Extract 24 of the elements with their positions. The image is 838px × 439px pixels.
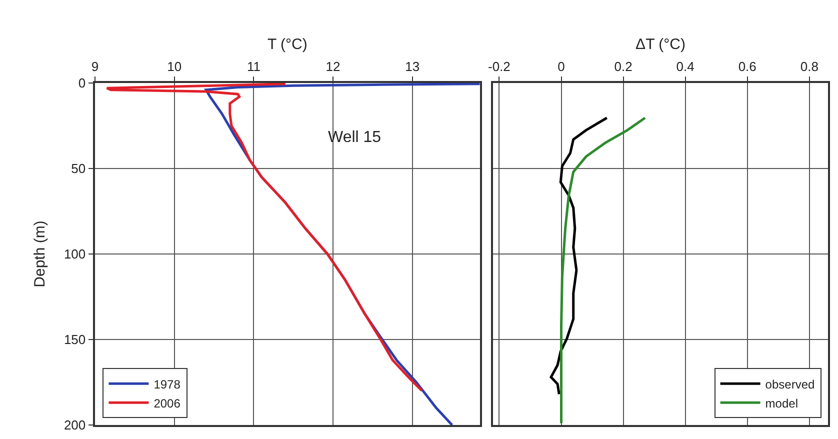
x-tick-label: 11 [246, 59, 260, 74]
x-tick-label: -0.2 [488, 59, 510, 74]
y-tick-label: 150 [64, 332, 86, 348]
x-tick-label: 0 [558, 59, 565, 74]
y-tick-label: 100 [64, 246, 86, 262]
x-tick-label: 10 [167, 59, 182, 74]
legend-label: 1978 [154, 377, 181, 392]
legend-label: 2006 [154, 396, 181, 410]
x-tick-label: 0.4 [676, 59, 694, 74]
x-axis-title: T (°C) [267, 36, 308, 53]
x-tick-label: 0.2 [614, 59, 632, 74]
x-tick-label: 13 [405, 59, 420, 74]
y-tick-label: 200 [64, 418, 86, 433]
legend-label: observed [765, 377, 815, 392]
y-tick-label: 50 [71, 161, 86, 176]
y-tick-label: 0 [78, 76, 86, 91]
legend-label: model [765, 396, 798, 410]
x-tick-label: 12 [326, 59, 340, 74]
x-axis-title: ΔT (°C) [636, 36, 686, 53]
x-tick-label: 0.8 [800, 59, 818, 74]
x-tick-label: 9 [91, 59, 99, 74]
y-axis-title: Depth (m) [32, 220, 49, 288]
x-tick-label: 0.6 [738, 59, 756, 74]
line-series [106, 83, 424, 392]
